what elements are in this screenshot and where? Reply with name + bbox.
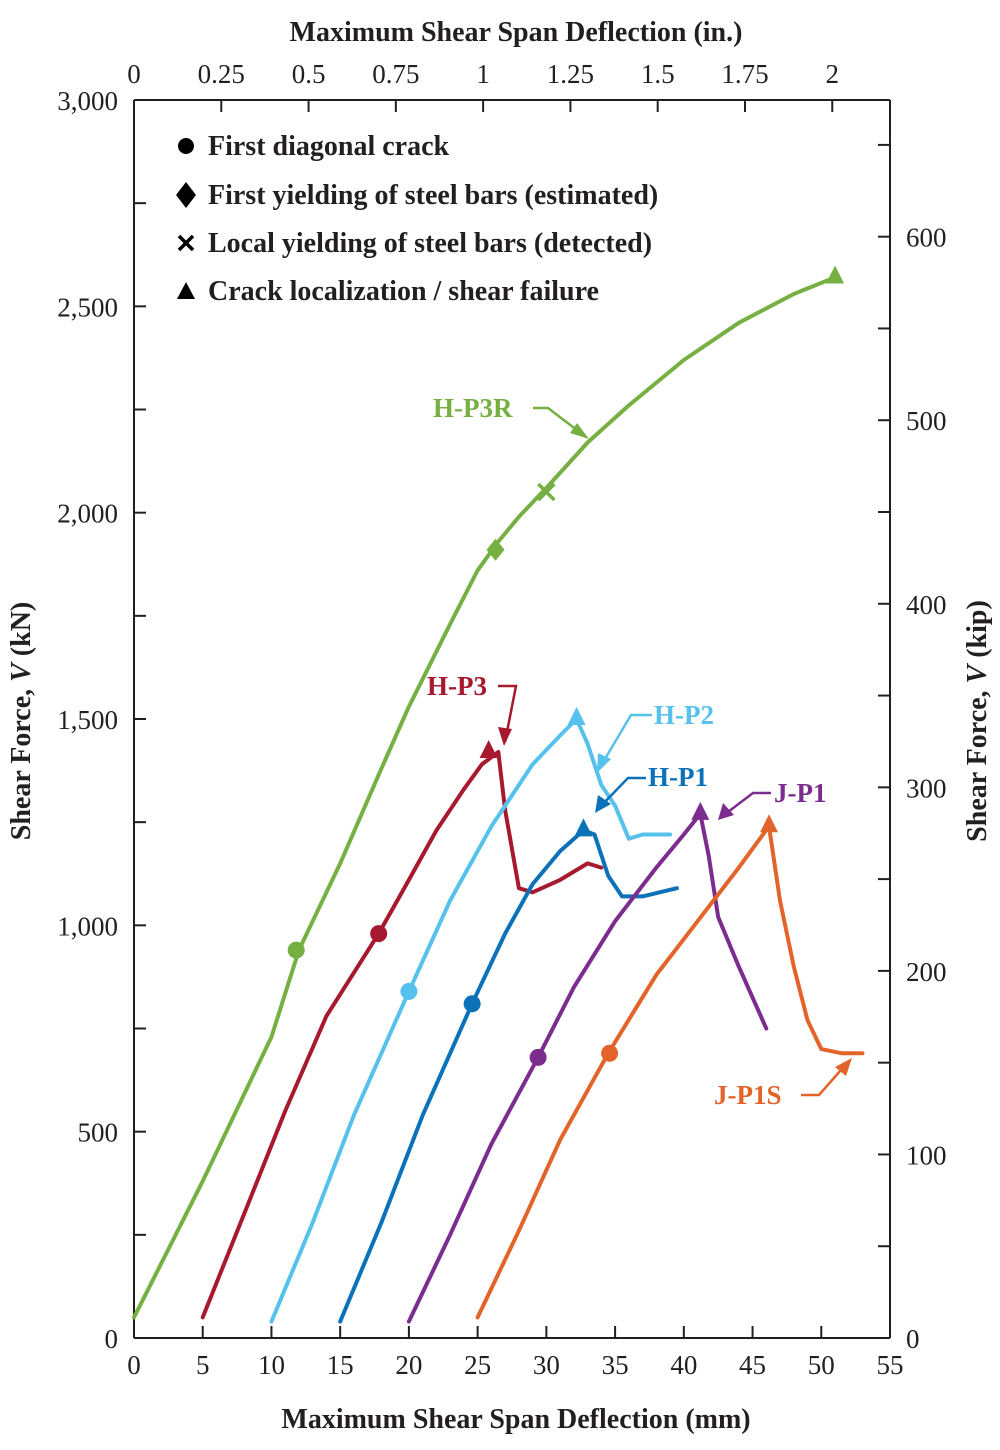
failure-marker-h-p3: [479, 740, 498, 759]
axes: 0 5 10 15 20 25 30 35 40 45 50 550 0.25 0.5 0.75 1 1.25 1…: [57, 59, 946, 1380]
series-label-j-p1: J-P1: [774, 778, 826, 808]
y-tick-label: 500: [78, 1118, 119, 1148]
series-line-h-p3r: [132, 275, 837, 1320]
crack-marker-j-p1s: [601, 1044, 619, 1062]
x-tick-label: 35: [602, 1350, 629, 1380]
top-tick-label: 1: [476, 59, 490, 89]
series-label-h-p1: H-P1: [648, 762, 708, 792]
x-tick-label: 20: [395, 1350, 422, 1380]
legend-cross-marker: [177, 234, 195, 252]
y-tick-label: 1,500: [57, 705, 118, 735]
y-tick-label: 3,000: [57, 86, 118, 116]
arrowhead-h-p3r-icon: [570, 423, 589, 439]
x-tick-label: 10: [258, 1350, 285, 1380]
arrow-h-p2: [597, 713, 652, 770]
top-tick-label: 0.75: [372, 59, 419, 89]
crack-marker-h-p2: [400, 982, 418, 1000]
series-label-j-p1s: J-P1S: [714, 1080, 782, 1110]
top-tick-label: 1.75: [721, 59, 768, 89]
failure-marker-j-p1: [691, 801, 710, 820]
legend-item-local-yielding: Local yielding of steel bars (detected): [208, 228, 652, 259]
series-label-h-p3: H-P3: [427, 671, 487, 701]
arrow-j-p1: [723, 791, 771, 816]
arrowhead-j-p1s-icon: [835, 1058, 852, 1076]
top-tick-label: 0.25: [198, 59, 245, 89]
y2-tick-label: 600: [906, 223, 947, 253]
series-line-h-p1: [338, 828, 679, 1324]
arrowhead-h-p3-icon: [498, 727, 512, 746]
top-tick-label: 0: [127, 59, 141, 89]
x-tick-label: 25: [464, 1350, 491, 1380]
legend-item-first-yielding: First yielding of steel bars (estimated): [208, 180, 658, 211]
x-tick-label: 50: [808, 1350, 835, 1380]
y2-tick-label: 0: [906, 1324, 920, 1354]
arrow-h-p1: [597, 776, 646, 810]
legend-triangle-marker: [177, 282, 195, 299]
arrowhead-h-p1-icon: [595, 795, 611, 813]
top-tick-label: 1.5: [641, 59, 675, 89]
legend-item-first-crack: First diagonal crack: [208, 131, 450, 162]
x-tick-label: 40: [670, 1350, 697, 1380]
series-line-j-p1s: [475, 824, 865, 1320]
failure-marker-h-p3r: [826, 265, 845, 284]
series-line-h-p2: [269, 717, 673, 1324]
x-tick-label: 0: [127, 1350, 141, 1380]
yield-marker-h-p3r: [486, 538, 505, 561]
x-tick-label: 55: [877, 1350, 904, 1380]
top-axis-title: Maximum Shear Span Deflection (in.): [290, 17, 743, 48]
left-axis-title: Shear Force, V (kN): [6, 602, 37, 841]
top-tick-label: 0.5: [292, 59, 326, 89]
y-tick-label: 2,500: [57, 292, 118, 322]
series-labels: H-P3R H-P3 H-P2 H-P1 J-P1 J-P1S: [427, 393, 852, 1110]
y-tick-label: 0: [105, 1324, 119, 1354]
crack-marker-h-p3r: [287, 941, 305, 959]
x-tick-label: 45: [739, 1350, 766, 1380]
arrow-j-p1s: [801, 1061, 849, 1097]
x-tick-label: 5: [196, 1350, 210, 1380]
crack-marker-h-p1: [463, 995, 481, 1013]
y-tick-label: 2,000: [57, 499, 118, 529]
y2-tick-label: 200: [906, 957, 947, 987]
y2-tick-label: 300: [906, 773, 947, 803]
series-line-h-p3: [200, 750, 604, 1320]
legend-circle-marker: [178, 138, 194, 154]
arrow-h-p3r: [533, 406, 587, 438]
y2-tick-label: 500: [906, 406, 947, 436]
crack-marker-j-p1: [529, 1048, 547, 1066]
series-label-h-p3r: H-P3R: [433, 393, 513, 423]
series-label-h-p2: H-P2: [654, 700, 714, 730]
y2-tick-label: 400: [906, 590, 947, 620]
x-tick-label: 15: [327, 1350, 354, 1380]
legend-item-crack-localization: Crack localization / shear failure: [208, 276, 599, 307]
top-tick-label: 1.25: [547, 59, 594, 89]
crack-marker-h-p3: [370, 925, 388, 943]
legend: First diagonal crack First yielding of s…: [176, 131, 658, 307]
failure-marker-j-p1s: [760, 814, 779, 833]
y-tick-label: 1,000: [57, 911, 118, 941]
series: [132, 265, 865, 1324]
bottom-axis-title: Maximum Shear Span Deflection (mm): [281, 1404, 750, 1435]
x-tick-label: 30: [533, 1350, 560, 1380]
series-line-j-p1: [406, 811, 769, 1324]
right-axis-title: Shear Force, V (kip): [962, 600, 993, 842]
local-yield-marker-h-p3r: [537, 482, 556, 502]
legend-diamond-marker: [176, 182, 196, 208]
failure-marker-h-p2: [567, 707, 586, 725]
arrowhead-h-p2-icon: [597, 753, 611, 773]
failure-marker-h-p1: [574, 818, 593, 837]
top-tick-label: 2: [826, 59, 840, 89]
arrow-h-p3: [498, 684, 518, 743]
arrowhead-j-p1-icon: [718, 803, 734, 820]
y2-tick-label: 100: [906, 1140, 947, 1170]
